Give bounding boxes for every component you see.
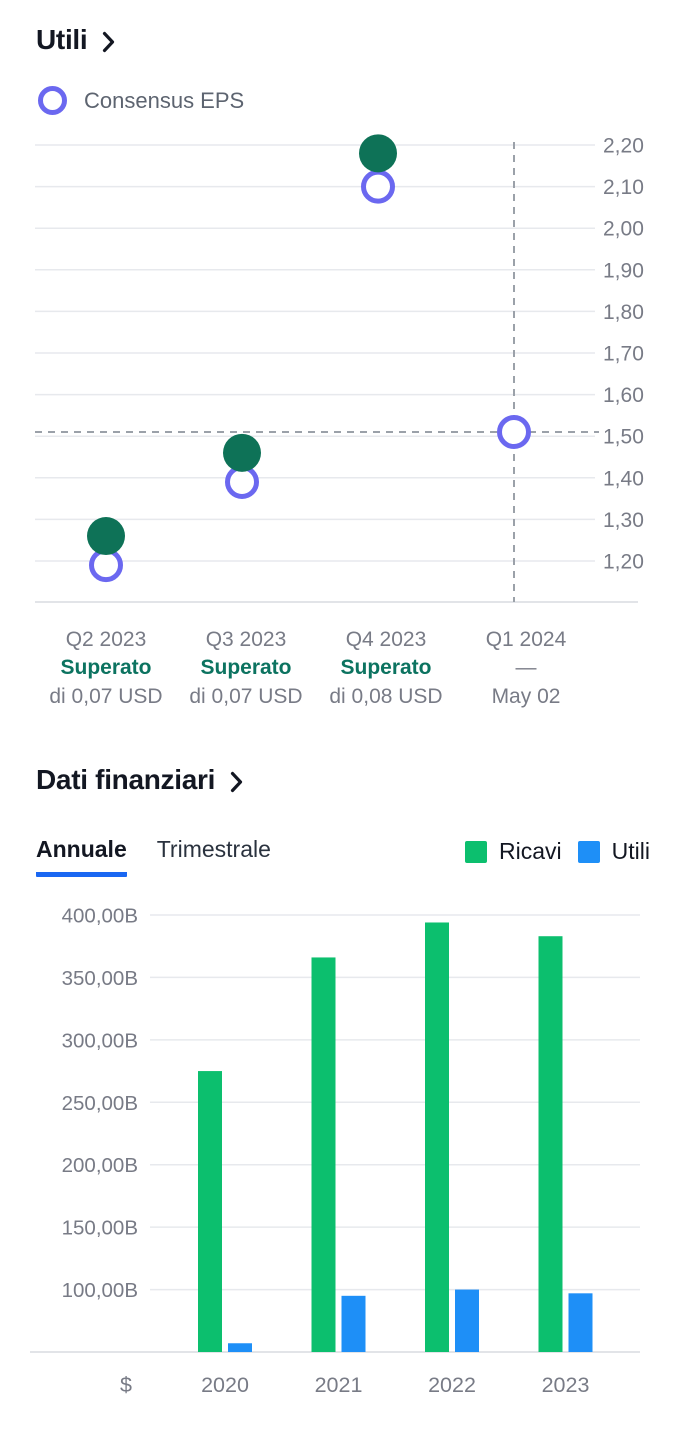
earnings-section-link[interactable]: Utili: [36, 24, 115, 56]
fin-xtick-label: 2022: [428, 1373, 476, 1397]
fin-ytick-label: 400,00B: [62, 904, 138, 927]
ricavi-bar: [311, 957, 336, 1352]
eps-ytick-label: 1,80: [603, 301, 644, 324]
utili-label: Utili: [611, 838, 650, 864]
fin-ytick-label: 200,00B: [62, 1154, 138, 1177]
eps-reported-point: [359, 134, 397, 173]
eps-ytick-label: 2,10: [603, 176, 644, 199]
ricavi-bar: [538, 936, 563, 1352]
fin-ytick-label: 350,00B: [62, 967, 138, 990]
eps-consensus-point: [361, 169, 395, 204]
fin-xtick-label: 2023: [542, 1373, 590, 1397]
eps-reported-point: [223, 433, 261, 472]
financials-legend: Ricavi Utili: [465, 838, 650, 865]
financials-title: Dati finanziari: [36, 764, 216, 795]
fin-xtick-label: 2021: [315, 1373, 363, 1397]
chevron-right-icon: [230, 771, 243, 793]
eps-xaxis-labels: Q2 2023 Superato di 0,07 USD Q3 2023 Superat…: [36, 626, 596, 711]
legend-item-ricavi: Ricavi: [465, 838, 562, 865]
earnings-title: Utili: [36, 24, 88, 55]
eps-ytick-label: 1,70: [603, 343, 644, 366]
utili-bar: [341, 1295, 366, 1352]
utili-bar: [568, 1293, 593, 1352]
eps-consensus-point: [497, 415, 531, 450]
chevron-right-icon: [102, 31, 115, 53]
eps-ytick-label: 1,40: [603, 467, 644, 490]
fin-xtick-label: 2020: [201, 1373, 249, 1397]
eps-ytick-label: 2,00: [603, 218, 644, 241]
beat-status: Superato: [340, 656, 432, 680]
ricavi-bar: [198, 1071, 222, 1352]
currency-unit-label: $: [120, 1373, 132, 1397]
fin-chart-svg: 400,00B 350,00B 300,00B 250,00B 200,00B 150,0…: [30, 904, 640, 1397]
financials-bar-chart[interactable]: 400,00B 350,00B 300,00B 250,00B 200,00B 150,0…: [0, 895, 686, 1405]
eps-x-label: Q2 2023 Superato di 0,07 USD: [36, 626, 176, 711]
eps-ytick-label: 2,20: [603, 135, 644, 158]
eps-ytick-label: 1,50: [603, 426, 644, 449]
consensus-eps-label: Consensus EPS: [84, 87, 245, 113]
fin-ytick-label: 100,00B: [62, 1279, 138, 1302]
period-tabs: Annuale Trimestrale: [36, 836, 271, 877]
eps-x-label: Q4 2023 Superato di 0,08 USD: [316, 626, 456, 711]
eps-x-label: Q1 2024— May 02: [456, 626, 596, 711]
eps-ytick-label: 1,30: [603, 509, 644, 532]
eps-ytick-label: 1,90: [603, 259, 644, 282]
ricavi-label: Ricavi: [499, 838, 562, 864]
ricavi-swatch-icon: [465, 840, 488, 863]
legend-item-utili: Utili: [577, 838, 650, 865]
tab-quarterly[interactable]: Trimestrale: [156, 836, 271, 862]
consensus-eps-marker-icon: [38, 86, 67, 115]
utili-swatch-icon: [577, 840, 600, 863]
tab-annual[interactable]: Annuale: [36, 836, 127, 877]
fin-ytick-label: 250,00B: [62, 1092, 138, 1115]
fin-ytick-label: 300,00B: [62, 1029, 138, 1052]
fin-ytick-label: 150,00B: [62, 1217, 138, 1240]
eps-chart[interactable]: 2,20 2,10 2,00 1,90 1,80 1,70 1,60 1,50 1,40 1,30…: [0, 125, 686, 607]
eps-chart-svg: 2,20 2,10 2,00 1,90 1,80 1,70 1,60 1,50 1,40 1,30…: [35, 134, 644, 603]
beat-status: Superato: [200, 656, 292, 680]
consensus-eps-legend: Consensus EPS: [38, 86, 244, 115]
eps-ytick-label: 1,60: [603, 384, 644, 407]
utili-bar: [228, 1343, 252, 1352]
beat-status: Superato: [60, 656, 152, 680]
ricavi-bar: [425, 922, 449, 1352]
eps-ytick-label: 1,20: [603, 551, 644, 574]
utili-bar: [455, 1289, 479, 1352]
eps-x-label: Q3 2023 Superato di 0,07 USD: [176, 626, 316, 711]
eps-reported-point: [87, 517, 125, 556]
pending-status: —: [515, 656, 537, 680]
financials-section-link[interactable]: Dati finanziari: [36, 764, 243, 796]
